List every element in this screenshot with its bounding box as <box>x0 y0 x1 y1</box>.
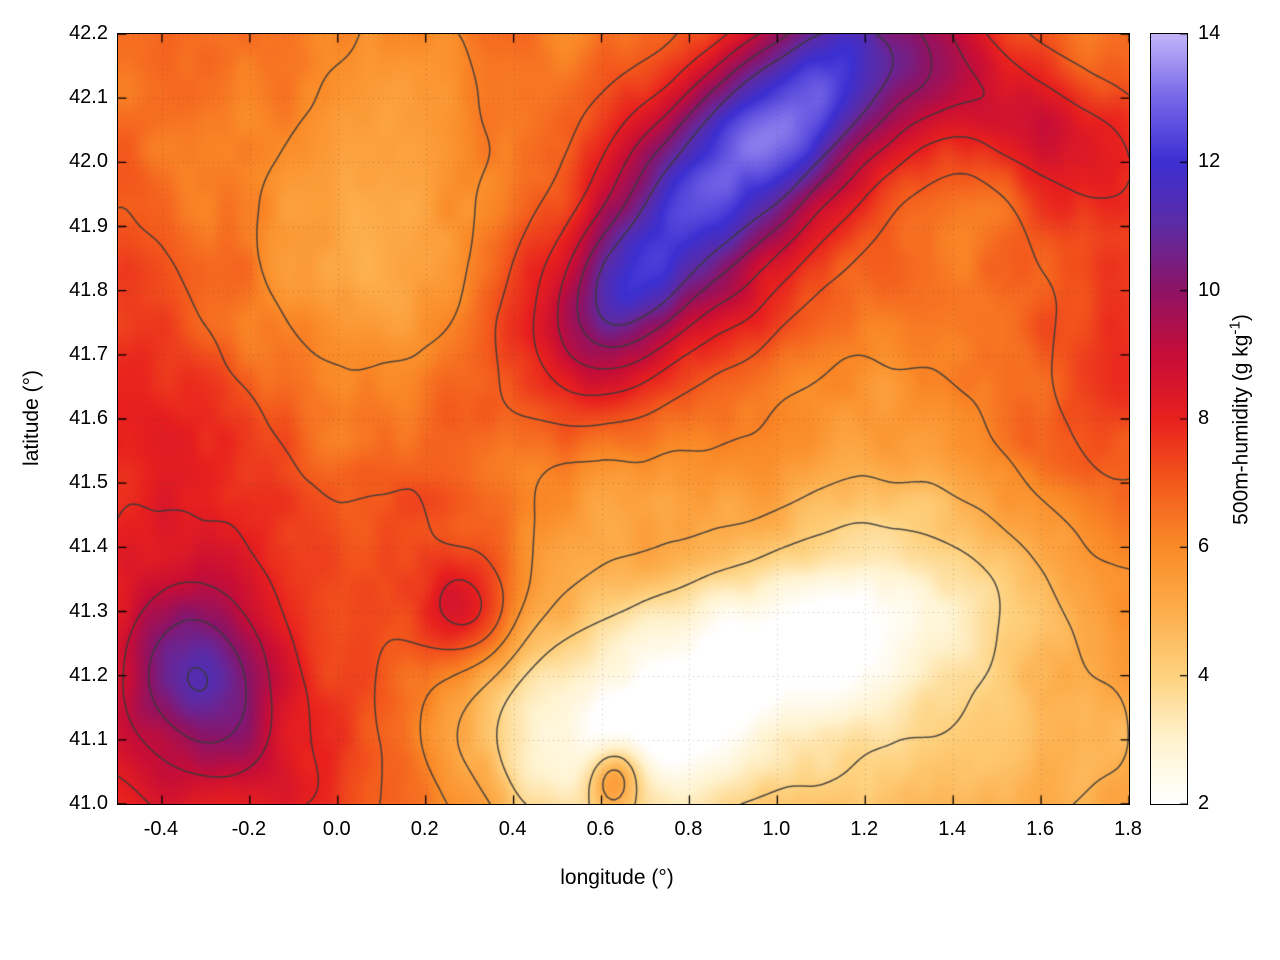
colorbar-tick-label: 12 <box>1198 150 1221 173</box>
x-tick-label: 1.0 <box>762 818 791 840</box>
colorbar <box>1150 33 1188 805</box>
colorbar-label-text: 500m-humidity (g kg <box>1229 334 1253 525</box>
y-tick-label: 41.1 <box>69 727 108 750</box>
colorbar-tick-label: 4 <box>1198 663 1210 686</box>
x-tick-label: 1.8 <box>1114 818 1142 840</box>
y-tick-label: 41.7 <box>69 342 108 365</box>
colorbar-label: 500m-humidity (g kg-1) <box>1227 250 1254 590</box>
x-tick-label: 0.6 <box>586 818 615 840</box>
y-tick-label: 41.4 <box>69 535 108 558</box>
colorbar-gradient-canvas <box>1151 34 1187 804</box>
colorbar-label-superscript: -1 <box>1226 321 1244 335</box>
x-tick-label: 0.2 <box>410 818 439 840</box>
x-axis-label: longitude (°) <box>560 866 674 889</box>
y-tick-label: 41.5 <box>69 471 108 494</box>
y-tick-label: 42.1 <box>69 86 108 109</box>
x-tick-label: 0.0 <box>322 818 351 840</box>
colorbar-tick-label: 6 <box>1198 535 1210 558</box>
x-tick-label: 1.6 <box>1026 818 1054 840</box>
colorbar-tick-label: 8 <box>1198 407 1210 429</box>
y-tick-label: 41.0 <box>69 792 108 814</box>
y-tick-label: 41.3 <box>69 599 108 622</box>
contour-overlay-canvas <box>118 34 1129 804</box>
x-tick-label: 1.2 <box>850 818 879 840</box>
x-tick-label: 0.4 <box>498 818 527 840</box>
colorbar-tick-label: 14 <box>1198 22 1221 44</box>
y-tick-label: 41.6 <box>69 407 108 429</box>
x-tick-label: -0.2 <box>231 818 267 840</box>
y-tick-label: 41.8 <box>69 278 108 301</box>
colorbar-tick-label: 2 <box>1198 792 1210 814</box>
x-tick-label: 0.8 <box>674 818 703 840</box>
y-axis-label: latitude (°) <box>20 370 43 466</box>
y-tick-label: 42.2 <box>69 22 108 44</box>
y-tick-label: 41.9 <box>69 214 108 237</box>
x-tick-label: 1.4 <box>938 818 967 840</box>
y-tick-label: 41.2 <box>69 663 108 686</box>
y-tick-label: 42.0 <box>69 150 108 173</box>
colorbar-tick-label: 10 <box>1198 278 1221 301</box>
colorbar-label-close-paren: ) <box>1229 314 1253 322</box>
x-tick-label: -0.4 <box>143 818 179 840</box>
heatmap-plot-area <box>117 33 1130 805</box>
